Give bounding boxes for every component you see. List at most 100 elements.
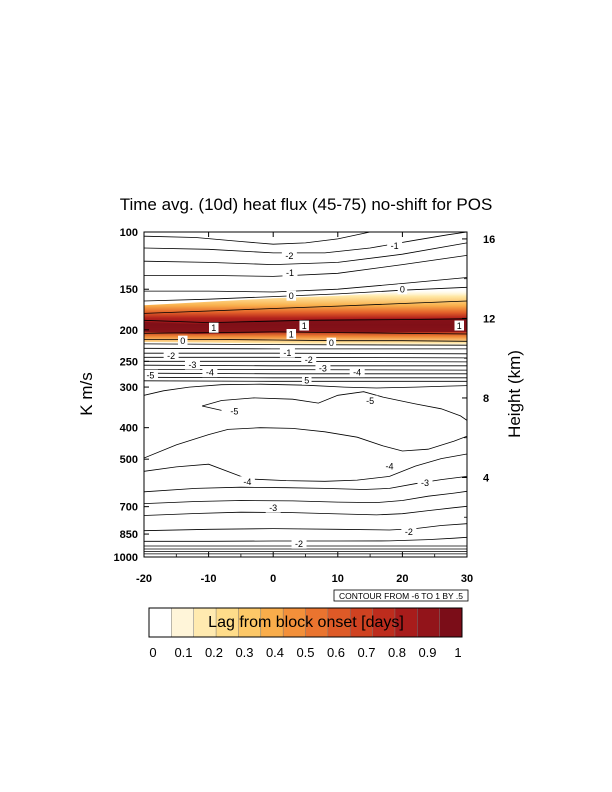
contour-label: -2 — [285, 251, 293, 261]
y-tick-label: 200 — [120, 325, 138, 337]
contour-line — [144, 505, 467, 516]
contour-lines — [144, 232, 467, 555]
y-tick-label: 150 — [120, 284, 138, 296]
y2-tick-label: 16 — [483, 234, 495, 246]
contour-label: -4 — [353, 368, 361, 378]
contour-label: 1 — [289, 330, 294, 340]
colorbar-tick-label: 0.5 — [296, 645, 314, 660]
y2-tick-label: 8 — [483, 393, 489, 405]
contour-label-bg — [349, 367, 365, 378]
contour-line — [144, 255, 467, 277]
contour-label-bg — [279, 347, 295, 358]
contour-label: 1 — [457, 321, 462, 331]
contour-label-bg — [163, 350, 179, 361]
contour-label: -1 — [391, 241, 399, 251]
contour-info-box — [333, 589, 469, 602]
contour-label-bg — [401, 526, 417, 537]
contour-label: -5 — [146, 370, 154, 380]
colorbar-segment — [417, 608, 440, 637]
colorbar — [148, 607, 463, 638]
colorbar-segment — [305, 608, 329, 637]
x-tick-label: -20 — [136, 573, 152, 585]
colorbar-label: Lag from block onset [days] — [208, 614, 404, 631]
colorbar-segment — [238, 608, 262, 637]
contour-label-bg — [286, 329, 297, 340]
contour-line — [144, 277, 467, 293]
contour-label-bg — [302, 374, 312, 385]
y-axis-label-right: Height (km) — [505, 350, 524, 438]
contour-line — [201, 391, 467, 421]
contour-line — [144, 242, 467, 266]
contour-line — [144, 523, 467, 532]
y-tick-label: 1000 — [114, 552, 138, 564]
colorbar-tick-label: 0.1 — [174, 645, 192, 660]
contour-label-bg — [144, 369, 158, 380]
x-axis: -20 -10 0 10 20 30 — [136, 232, 473, 585]
contour-label-bg — [281, 250, 297, 261]
contour-label: -2 — [295, 539, 303, 549]
x-tick-label: 0 — [270, 573, 276, 585]
contour-label-bg — [202, 367, 218, 378]
contour-label: -5 — [366, 396, 374, 406]
colorbar-segment — [439, 608, 463, 637]
contour-label-bg — [184, 359, 200, 370]
y-tick-label: 100 — [120, 227, 138, 239]
contour-label-bg — [417, 477, 433, 488]
colorbar-segment — [372, 608, 396, 637]
y-tick-label: 500 — [120, 454, 138, 466]
contour-label-bg — [265, 502, 281, 513]
contour-label: -5 — [230, 406, 238, 416]
y-axis-pressure: 100 150 200 250 300 400 500 700 850 1000 — [114, 227, 149, 564]
contour-line — [144, 352, 467, 355]
contour-line — [144, 490, 467, 504]
contour-label: 1 — [211, 323, 216, 333]
y-axis-label-left: K m/s — [77, 372, 96, 415]
contour-line — [144, 347, 467, 350]
chart-title: Time avg. (10d) heat flux (45-75) no-shi… — [120, 195, 493, 214]
y-tick-label: 850 — [120, 529, 138, 541]
contour-line — [144, 376, 467, 379]
contour-line — [144, 383, 467, 396]
contour-line — [144, 380, 467, 382]
contour-line — [144, 356, 467, 359]
colorbar-ticks: 0 0.1 0.2 0.3 0.4 0.5 0.6 0.7 0.8 0.9 1 — [149, 645, 461, 660]
contour-label-bg — [299, 320, 309, 331]
contour-label-bg — [301, 354, 317, 365]
colorbar-tick-label: 0.3 — [235, 645, 253, 660]
contour-label: 1 — [302, 321, 307, 331]
contour-line — [144, 427, 467, 459]
contour-label-bg — [209, 322, 219, 333]
contour-label-bg — [291, 538, 307, 549]
contour-label: -4 — [385, 462, 393, 472]
x-tick-label: 30 — [461, 573, 473, 585]
contour-line — [144, 453, 467, 482]
colorbar-segment — [149, 608, 172, 637]
contour-label: -1 — [286, 268, 294, 278]
x-tick-label: -10 — [201, 573, 217, 585]
colorbar-tick-label: 0 — [149, 645, 156, 660]
y-tick-label: 250 — [120, 356, 138, 368]
contour-line — [144, 232, 467, 254]
contour-label: -2 — [305, 355, 313, 365]
colorbar-segment — [260, 608, 284, 637]
contour-line — [144, 286, 467, 302]
contour-label-bg — [178, 335, 188, 346]
contour-info-text: CONTOUR FROM -6 TO 1 BY .5 — [339, 591, 463, 601]
contour-label: -1 — [283, 348, 291, 358]
contour-label-bg — [286, 290, 297, 301]
contour-label: 0 — [289, 291, 294, 301]
contour-label: -2 — [167, 351, 175, 361]
contour-label: -2 — [405, 527, 413, 537]
contour-line — [144, 331, 467, 335]
contour-line — [144, 300, 467, 314]
y2-tick-label: 4 — [483, 472, 490, 484]
contour-label-bg — [226, 405, 242, 416]
colorbar-segment — [171, 608, 195, 637]
y-tick-label: 300 — [120, 382, 138, 394]
contour-line — [144, 339, 467, 342]
colorbar-segment — [216, 608, 239, 637]
contour-label-bg — [326, 337, 337, 348]
contour-line — [144, 232, 372, 245]
colorbar-tick-label: 0.9 — [418, 645, 436, 660]
